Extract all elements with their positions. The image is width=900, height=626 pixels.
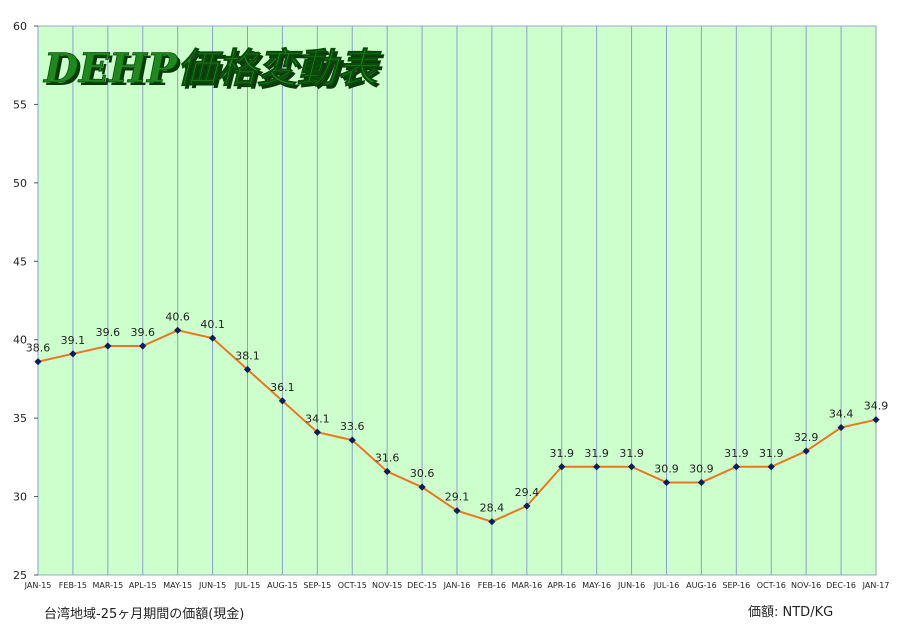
x-tick-label: JUN-16 xyxy=(617,581,645,590)
x-tick-label: OCT-15 xyxy=(338,581,367,590)
data-point xyxy=(837,423,845,432)
data-label: 39.6 xyxy=(96,326,121,339)
data-label: 34.9 xyxy=(864,400,889,413)
x-tick-label: OCT-16 xyxy=(757,581,786,590)
data-label: 40.1 xyxy=(200,318,225,331)
x-tick-label: DEC-16 xyxy=(826,581,856,590)
x-tick-label: NOV-15 xyxy=(372,581,402,590)
data-point xyxy=(348,436,356,444)
data-label: 30.9 xyxy=(654,462,679,475)
data-label: 31.9 xyxy=(759,447,784,460)
x-tick-label: JAN-15 xyxy=(24,581,52,590)
data-label: 36.1 xyxy=(270,381,295,394)
data-point xyxy=(558,463,566,471)
x-tick-label: MAY-16 xyxy=(582,581,611,590)
x-tick-label: APL-15 xyxy=(129,581,157,590)
gridlines xyxy=(37,26,877,575)
data-label: 34.1 xyxy=(305,412,330,425)
x-tick-label: SEP-15 xyxy=(303,581,331,590)
data-label: 29.4 xyxy=(515,486,540,499)
data-markers xyxy=(34,326,880,526)
x-tick-label: AUG-16 xyxy=(686,581,717,590)
x-tick-label: DEC-15 xyxy=(407,581,437,590)
data-point xyxy=(872,416,880,424)
footer-right-note: 価額: NTD/KG xyxy=(748,605,834,620)
chart-title-text: DEHP価格変動表 xyxy=(43,45,382,92)
chart-title-shadow: DEHP価格変動表 xyxy=(46,48,385,95)
x-tick-label: JAN-16 xyxy=(443,581,471,590)
y-tick-label: 40 xyxy=(13,334,27,347)
x-tick-label: JUL-15 xyxy=(234,581,261,590)
x-tick-label: JAN-17 xyxy=(862,581,890,590)
data-point xyxy=(139,342,147,350)
data-label: 29.1 xyxy=(445,491,470,504)
x-tick-label: NOV-16 xyxy=(791,581,821,590)
data-label: 38.6 xyxy=(26,342,51,355)
x-tick-label: MAR-15 xyxy=(92,581,123,590)
data-point xyxy=(313,428,321,436)
y-tick-label: 30 xyxy=(13,491,27,504)
data-label: 31.9 xyxy=(550,447,575,460)
data-point xyxy=(278,397,287,405)
data-point xyxy=(732,463,740,471)
data-label: 33.6 xyxy=(340,420,365,433)
data-label: 39.1 xyxy=(61,334,86,347)
data-point xyxy=(174,326,182,334)
x-tick-label: AUG-15 xyxy=(267,581,298,590)
x-tick-label: APR-16 xyxy=(547,581,576,590)
data-point xyxy=(488,518,496,526)
data-point xyxy=(104,342,112,350)
x-tick-label: SEP-16 xyxy=(722,581,750,590)
y-tick-label: 60 xyxy=(13,20,27,33)
data-labels: 38.6 39.1 39.6 39.6 40.6 40.1 38.1 36.1 34.1 33.6… xyxy=(26,310,889,514)
data-point xyxy=(697,478,706,487)
data-label: 32.9 xyxy=(794,431,819,444)
data-point xyxy=(523,502,531,510)
x-tick-label: MAR-16 xyxy=(511,581,542,590)
data-point xyxy=(69,350,77,358)
data-point xyxy=(593,463,601,471)
x-tick-label: JUN-15 xyxy=(198,581,226,590)
data-point xyxy=(662,478,671,487)
data-point xyxy=(418,483,426,491)
data-point xyxy=(34,358,42,366)
y-tick-label: 55 xyxy=(13,98,27,111)
data-label: 31.9 xyxy=(724,447,749,460)
x-tick-label: MAY-15 xyxy=(163,581,192,590)
chart-title: DEHP価格変動表 DEHP価格変動表 xyxy=(43,45,385,95)
y-tick-label: 45 xyxy=(13,255,27,268)
data-point xyxy=(802,447,810,455)
data-point xyxy=(627,463,636,471)
data-point xyxy=(243,365,252,374)
y-axis: 25 30 35 40 45 50 55 60 xyxy=(13,20,38,582)
data-label: 31.9 xyxy=(584,447,609,460)
y-tick-label: 35 xyxy=(13,412,27,425)
data-point xyxy=(453,507,461,515)
x-tick-label: FEB-16 xyxy=(478,581,506,590)
footer-left-note: 台湾地域-25ヶ月期間の価額(現金) xyxy=(44,607,245,622)
data-label: 28.4 xyxy=(480,502,505,515)
data-point xyxy=(767,463,775,471)
data-point xyxy=(208,334,217,342)
y-tick-label: 25 xyxy=(13,569,27,582)
data-label: 39.6 xyxy=(131,326,156,339)
data-label: 34.4 xyxy=(829,408,854,421)
data-point xyxy=(383,467,391,476)
data-label: 31.9 xyxy=(619,447,644,460)
x-tick-label: FEB-15 xyxy=(59,581,87,590)
data-label: 40.6 xyxy=(165,310,190,323)
data-label: 31.6 xyxy=(375,451,400,464)
x-axis: JAN-15 FEB-15 MAR-15 APL-15 MAY-15 JUN-15 JUL-… xyxy=(24,581,890,590)
y-tick-label: 50 xyxy=(13,177,27,190)
x-tick-label: JUL-16 xyxy=(653,581,680,590)
data-label: 38.1 xyxy=(235,350,260,363)
data-label: 30.9 xyxy=(689,462,714,475)
data-label: 30.6 xyxy=(410,467,435,480)
